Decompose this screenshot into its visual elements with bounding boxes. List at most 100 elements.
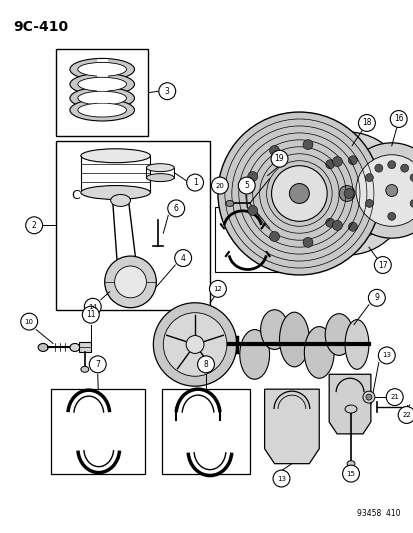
Text: 22: 22: [401, 412, 410, 418]
Polygon shape: [328, 374, 370, 434]
Circle shape: [302, 140, 312, 150]
Circle shape: [365, 199, 373, 207]
Ellipse shape: [78, 77, 126, 91]
Circle shape: [302, 237, 312, 247]
Ellipse shape: [146, 174, 174, 182]
Text: 13: 13: [381, 352, 390, 358]
Circle shape: [197, 356, 214, 373]
Circle shape: [385, 389, 402, 406]
Ellipse shape: [260, 310, 288, 350]
Text: 3: 3: [164, 87, 169, 96]
Circle shape: [375, 189, 385, 198]
Circle shape: [338, 185, 354, 201]
Text: 16: 16: [393, 115, 403, 124]
Ellipse shape: [239, 329, 269, 379]
Circle shape: [114, 266, 146, 298]
Text: 19: 19: [274, 154, 284, 163]
Circle shape: [153, 303, 236, 386]
Ellipse shape: [70, 74, 134, 95]
Text: 7: 7: [95, 360, 100, 369]
Ellipse shape: [110, 195, 130, 206]
FancyBboxPatch shape: [56, 141, 209, 310]
Text: C: C: [71, 189, 79, 202]
FancyBboxPatch shape: [214, 207, 279, 272]
Ellipse shape: [70, 343, 80, 351]
Circle shape: [217, 112, 380, 275]
FancyBboxPatch shape: [162, 389, 249, 474]
Circle shape: [273, 470, 289, 487]
Ellipse shape: [78, 62, 126, 76]
Text: 4: 4: [180, 254, 185, 263]
Circle shape: [186, 174, 203, 191]
Ellipse shape: [81, 149, 150, 163]
Circle shape: [389, 110, 406, 127]
Ellipse shape: [70, 99, 134, 121]
Circle shape: [310, 177, 319, 187]
Text: 11: 11: [86, 310, 95, 319]
Circle shape: [271, 166, 326, 221]
Text: 15: 15: [346, 471, 355, 477]
FancyBboxPatch shape: [56, 50, 148, 136]
Ellipse shape: [344, 405, 356, 413]
Text: 20: 20: [215, 182, 224, 189]
Circle shape: [368, 289, 385, 306]
Circle shape: [400, 164, 408, 172]
Ellipse shape: [325, 314, 352, 356]
Circle shape: [325, 219, 334, 227]
Ellipse shape: [78, 91, 126, 105]
Ellipse shape: [81, 366, 88, 372]
Circle shape: [358, 115, 375, 132]
FancyBboxPatch shape: [78, 343, 90, 352]
Circle shape: [289, 183, 309, 204]
Circle shape: [342, 465, 358, 482]
Text: 1: 1: [192, 178, 197, 187]
Circle shape: [332, 221, 342, 230]
Ellipse shape: [146, 164, 174, 172]
Circle shape: [409, 174, 413, 182]
Circle shape: [163, 313, 226, 376]
Ellipse shape: [344, 320, 368, 369]
Circle shape: [26, 217, 43, 234]
Text: 10: 10: [25, 319, 33, 325]
Circle shape: [211, 177, 228, 194]
Text: 6: 6: [173, 204, 178, 213]
Circle shape: [397, 407, 413, 423]
Circle shape: [159, 83, 175, 100]
Circle shape: [365, 394, 371, 400]
Circle shape: [271, 150, 287, 167]
Ellipse shape: [70, 87, 134, 109]
Circle shape: [104, 256, 156, 308]
Circle shape: [269, 146, 279, 156]
Circle shape: [377, 347, 394, 364]
Text: 21: 21: [389, 394, 398, 400]
Circle shape: [238, 177, 254, 194]
Text: 18: 18: [361, 118, 371, 127]
Ellipse shape: [346, 461, 354, 467]
Ellipse shape: [78, 103, 126, 117]
Circle shape: [21, 313, 38, 330]
Circle shape: [82, 306, 99, 323]
Circle shape: [362, 391, 374, 403]
Text: 12: 12: [213, 286, 222, 292]
Ellipse shape: [38, 343, 48, 351]
Circle shape: [247, 172, 257, 181]
Circle shape: [355, 155, 413, 227]
Circle shape: [343, 143, 413, 238]
Circle shape: [373, 256, 390, 273]
Circle shape: [174, 249, 191, 266]
Text: 93458  410: 93458 410: [356, 510, 400, 518]
Ellipse shape: [70, 59, 134, 80]
Circle shape: [310, 200, 319, 209]
Circle shape: [387, 212, 395, 220]
Text: 13: 13: [276, 475, 285, 482]
Text: 14: 14: [88, 304, 97, 310]
Circle shape: [343, 189, 353, 198]
Text: 9: 9: [373, 293, 378, 302]
Circle shape: [332, 157, 342, 166]
Circle shape: [368, 167, 377, 176]
Text: 17: 17: [377, 261, 387, 270]
Circle shape: [348, 222, 356, 231]
Text: 2: 2: [32, 221, 36, 230]
Circle shape: [385, 184, 397, 197]
Circle shape: [348, 156, 356, 165]
